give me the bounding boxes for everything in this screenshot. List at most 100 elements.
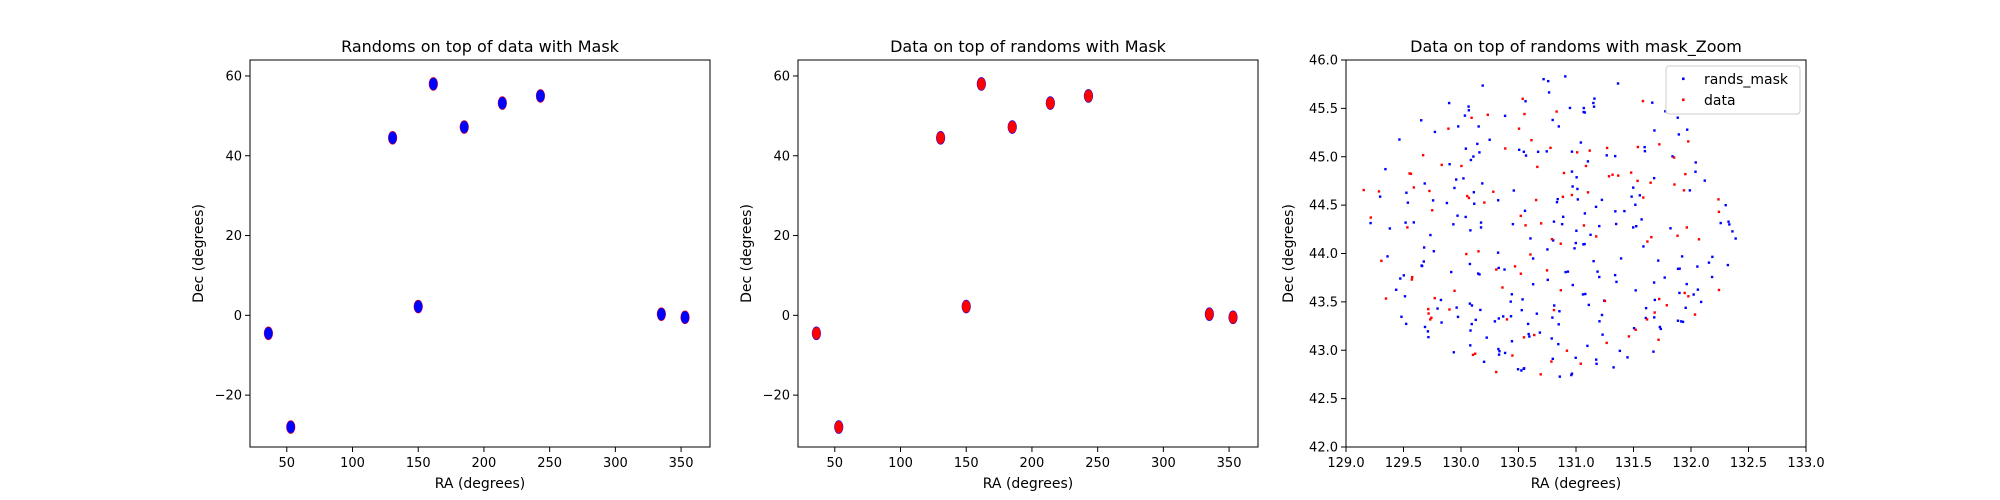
point-rands-mask [1524,100,1527,103]
point-rands-mask [1469,344,1472,347]
y-axis-ticks: −20 0 20 40 60 [215,69,250,404]
point-rands-mask [1462,177,1465,180]
cluster-rands-mask [657,307,666,321]
point-rands-mask [1503,114,1507,118]
point-rands-mask [1653,316,1656,319]
point-rands-mask [1632,186,1635,189]
point-rands-mask [1546,248,1549,251]
point-data [1519,214,1522,218]
point-rands-mask [1575,176,1578,179]
point-data [1429,318,1432,321]
point-rands-mask [1728,223,1731,226]
point-data [1653,311,1656,314]
point-rands-mask [1479,221,1483,224]
point-rands-mask [1452,223,1455,226]
point-rands-mask [1536,150,1540,153]
cluster-data [936,131,945,144]
y-tick-label: 45.5 [1309,102,1338,117]
axes-frame [249,59,711,448]
point-rands-mask [1726,263,1730,267]
y-tick-label: −20 [763,389,790,404]
y-axis-label: Dec (degrees) [739,204,755,303]
point-rands-mask [1497,347,1500,351]
chart-title: Data on top of randoms with Mask [890,37,1167,56]
point-rands-mask [1613,154,1617,158]
point-rands-mask [1399,277,1402,280]
point-data [1603,299,1607,303]
point-rands-mask [1529,237,1532,240]
point-rands-mask [1724,203,1727,207]
subplot-randoms-on-data: 50 100 150 200 250 300 350 −20 0 20 40 60 Randoms … [191,37,711,492]
point-rands-mask [1643,149,1647,153]
legend: rands_mask data [1665,65,1801,115]
point-rands-mask [1551,239,1555,242]
point-rands-mask [1710,275,1714,279]
point-rands-mask [1598,320,1601,323]
cluster-data [1046,96,1055,110]
point-rands-mask [1557,125,1560,128]
cluster-data [1228,311,1238,324]
cluster-data [834,420,843,434]
cluster-rands-mask [680,311,690,324]
point-data [1646,240,1649,243]
point-rands-mask [1378,195,1382,198]
point-rands-mask [1535,312,1539,315]
point-rands-mask [1582,110,1585,114]
y-tick-label: 45.0 [1309,150,1338,165]
point-rands-mask [1598,275,1601,279]
point-data [1605,146,1609,150]
x-tick-label: 350 [1217,456,1242,471]
point-data [1657,338,1660,341]
point-rands-mask [1571,283,1574,287]
point-data [1717,198,1720,201]
point-rands-mask [1570,372,1574,375]
point-data [1649,181,1652,184]
point-rands-mask [1583,212,1587,215]
point-rands-mask [1574,356,1577,359]
point-rands-mask [1703,179,1706,182]
axes-frame [797,59,1259,448]
cluster-rands-mask [460,120,469,134]
point-data [1440,163,1443,167]
point-rands-mask [1517,148,1521,152]
point-data [1627,335,1631,338]
x-axis-ticks: 129.0 129.5 130.0 130.5 131.0 131.5 132.0 132.5… [1327,447,1825,471]
point-rands-mask [1394,288,1398,291]
point-data [1672,156,1676,159]
x-tick-label: 129.0 [1327,456,1364,471]
point-data [1611,173,1614,176]
point-rands-mask [1680,320,1683,323]
point-data [1406,226,1409,229]
point-rands-mask [1524,154,1528,157]
point-rands-mask [1510,340,1514,343]
point-rands-mask [1478,151,1481,154]
point-rands-mask [1456,315,1460,319]
point-data [1486,113,1489,116]
point-data [1431,209,1434,212]
point-rands-mask [1651,101,1654,104]
point-data [1582,224,1586,227]
point-rands-mask [1598,224,1601,228]
y-axis-label: Dec (degrees) [1281,204,1297,303]
point-rands-mask [1669,227,1672,230]
point-rands-mask [1450,270,1453,274]
point-rands-mask [1582,243,1585,246]
point-rands-mask [1510,293,1514,296]
point-rands-mask [1469,158,1473,162]
point-rands-mask [1579,141,1583,144]
point-rands-mask [1678,267,1681,270]
point-rands-mask [1592,105,1596,108]
point-rands-mask [1557,342,1560,346]
x-tick-label: 131.0 [1557,456,1594,471]
point-data [1511,354,1514,357]
point-data [1467,196,1471,200]
point-rands-mask [1369,221,1372,225]
x-tick-label: 100 [888,456,913,471]
point-data [1559,242,1562,245]
point-rands-mask [1429,233,1432,237]
point-data [1595,235,1598,238]
point-data [1570,193,1574,197]
point-rands-mask [1496,199,1500,202]
y-tick-label: 40 [773,149,790,164]
point-rands-mask [1632,327,1636,330]
